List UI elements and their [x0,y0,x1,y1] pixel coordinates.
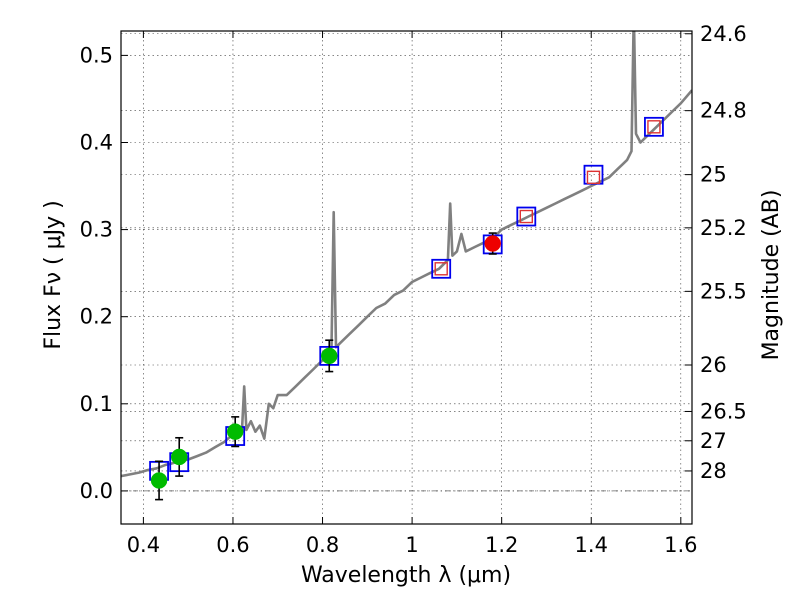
red-square-marker [519,209,533,224]
y2-tick-label: 26 [700,353,727,377]
y-tick-label: 0.2 [80,305,113,329]
y-axis-label: Flux Fν ( μJy ) [41,200,66,349]
y2-tick-label: 25.2 [700,216,747,240]
y-tick-label: 0.5 [80,43,113,67]
green-data-point [150,472,168,489]
x-tick-label: 1.2 [485,533,518,557]
model-square-marker [516,206,537,227]
y-tick-label: 0.4 [80,130,113,154]
x-axis-label: Wavelength λ (μm) [301,563,511,588]
x-tick-label: 0.6 [216,533,249,557]
model-square-marker [644,116,664,137]
y-tick-label: 0.0 [80,479,113,503]
x-tick-label: 1.6 [664,533,697,557]
y2-tick-label: 24.8 [700,99,747,123]
green-data-point [320,347,338,365]
red-square-marker [586,170,601,185]
plot-frame [120,30,693,525]
red-square-marker [434,262,448,276]
axis-ticks: 0.4 0.6 0.8 1 1.2 1.4 1.6 0.0 0.1 0.2 0.3 0.4 0.5 24.… [80,22,747,557]
x-tick-label: 0.4 [127,533,160,557]
x-tick-label: 0.8 [306,533,339,557]
red-data-point [484,235,501,252]
y2-axis-label: Magnitude (AB) [759,190,784,361]
y2-tick-label: 25 [700,163,727,187]
y2-tick-label: 28 [700,459,727,483]
x-tick-label: 1.4 [575,533,608,557]
plot-area [121,31,692,501]
y-tick-label: 0.3 [80,218,113,242]
red-square-marker [647,120,661,134]
y-tick-label: 0.1 [80,392,113,416]
green-data-point [170,448,188,466]
grid [121,31,692,524]
model-square-marker [431,258,452,279]
y2-tick-label: 24.6 [700,22,747,46]
y2-tick-label: 27 [700,429,727,453]
green-data-point [226,423,244,440]
y2-tick-label: 25.5 [700,279,747,303]
x-tick-label: 1 [405,533,418,557]
y2-tick-label: 26.5 [700,399,747,423]
